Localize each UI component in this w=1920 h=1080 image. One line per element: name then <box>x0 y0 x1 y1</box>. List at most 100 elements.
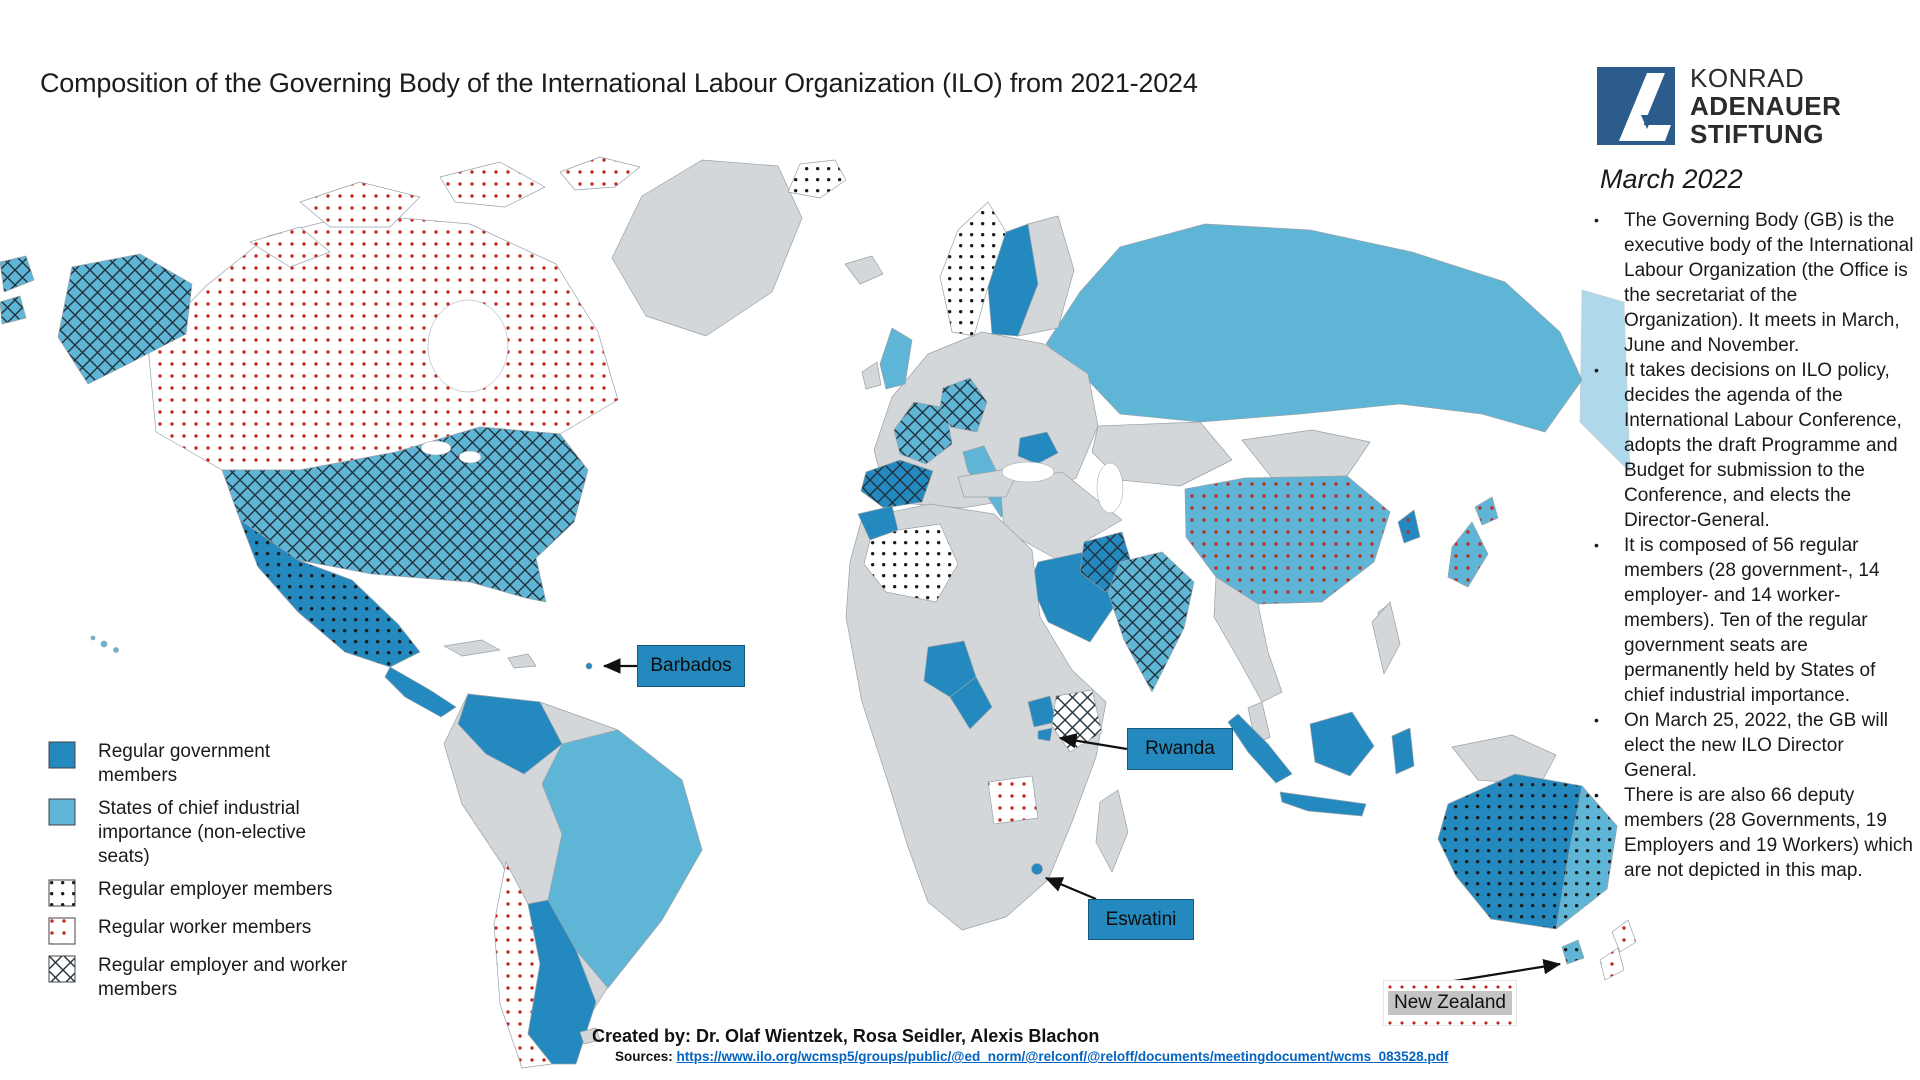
map-region-korea <box>1397 509 1421 544</box>
legend-label: States of chief industrial importance (n… <box>98 798 307 867</box>
map-region-hawaii <box>113 647 119 653</box>
legend-item: Regular government members <box>48 740 378 788</box>
bullet-dot: • <box>1594 212 1599 228</box>
map-region-barbados-pt <box>585 662 593 670</box>
bullet-item: • On March 25, 2022, the GB will elect t… <box>1588 708 1914 783</box>
map-region-canada <box>299 181 421 228</box>
map-region-hawaii <box>90 635 96 641</box>
callout-new-zealand: New Zealand <box>1383 980 1517 1026</box>
map-region-argentina <box>527 899 597 1065</box>
callout-new-zealand-text: New Zealand <box>1388 991 1512 1015</box>
callout-arrow-new-zealand <box>1447 959 1562 984</box>
bullet-dot: • <box>1594 712 1599 728</box>
kas-logo-line: STIFTUNG <box>1690 119 1824 149</box>
map-region-seasia <box>1213 576 1283 703</box>
legend-swatch-government <box>48 741 76 769</box>
map-region-australia-east <box>1555 785 1618 930</box>
map-region-canada <box>439 161 546 208</box>
map-region-indonesia <box>1279 791 1367 817</box>
map-region-finland <box>1017 215 1075 337</box>
map-region-indonesia <box>1309 711 1375 777</box>
legend: Regular government members States of chi… <box>48 740 378 1002</box>
map-region-russia <box>1045 223 1583 433</box>
map-region-tasmania <box>1561 939 1585 965</box>
map-region-falklands <box>579 1027 601 1045</box>
map-region-svalbard <box>787 159 847 199</box>
bullet-item: • There is are also 66 deputy members (2… <box>1588 783 1914 883</box>
map-region-philippines <box>1371 601 1401 675</box>
map-region-colombia <box>457 693 563 775</box>
legend-label: Regular worker members <box>98 917 312 938</box>
map-region-rwanda <box>1037 727 1053 742</box>
legend-label: Regular employer members <box>98 879 333 900</box>
map-region-eswatini <box>1031 863 1043 875</box>
bullet-text: There is are also 66 deputy members (28 … <box>1624 785 1913 881</box>
bullet-item: • The Governing Body (GB) is the executi… <box>1588 208 1914 358</box>
map-region-japan <box>1474 496 1499 526</box>
map-region-cuba <box>443 639 501 657</box>
map-region-nz <box>1599 947 1625 981</box>
map-region-romania <box>1017 431 1059 465</box>
map-region-russia-east <box>1579 289 1631 473</box>
map-region-india <box>1107 551 1195 693</box>
map-region-kazakhstan <box>1091 421 1233 487</box>
caspian-sea <box>1096 462 1124 514</box>
legend-swatch-employer <box>48 879 76 907</box>
map-region-alaska <box>57 253 193 385</box>
map-region-ireland <box>861 361 882 390</box>
info-bullets: • The Governing Body (GB) is the executi… <box>1588 208 1914 883</box>
map-region-central-america <box>384 666 457 718</box>
map-region-cameroon <box>949 676 993 730</box>
map-region-canada <box>559 156 641 191</box>
map-region-indonesia <box>1227 713 1293 784</box>
map-region-mongolia <box>1241 429 1371 479</box>
map-region-greenland <box>611 159 803 337</box>
great-lake <box>458 450 482 464</box>
kas-logo: KONRAD ADENAUER STIFTUNG <box>1597 64 1841 148</box>
bullet-text: On March 25, 2022, the GB will elect the… <box>1624 710 1889 781</box>
kas-logo-mark <box>1597 67 1675 145</box>
legend-label: Regular government members <box>98 741 271 786</box>
map-region-nz <box>1611 919 1637 953</box>
map-region-alaska <box>0 255 35 293</box>
bullet-dot: • <box>1594 362 1599 378</box>
legend-item: Regular employer and worker members <box>48 954 378 1002</box>
legend-item: States of chief industrial importance (n… <box>48 797 378 869</box>
map-region-france <box>893 401 953 465</box>
legend-swatch-chief-industrial <box>48 798 76 826</box>
bullet-text: It takes decisions on ILO policy, decide… <box>1624 360 1902 531</box>
map-region-brazil <box>541 729 703 989</box>
map-region-alaska <box>0 295 27 325</box>
map-region-germany <box>939 377 988 433</box>
kas-logo-line: ADENAUER <box>1690 91 1842 121</box>
source-link[interactable]: https://www.ilo.org/wcmsp5/groups/public… <box>676 1049 1449 1064</box>
map-region-iceland <box>844 255 884 285</box>
map-region-mexico <box>239 519 421 668</box>
map-region-japan <box>1447 521 1489 588</box>
bullet-item: • It takes decisions on ILO policy, deci… <box>1588 358 1914 533</box>
map-region-hawaii <box>100 640 108 648</box>
callout-barbados: Barbados <box>637 645 745 687</box>
black-sea <box>1001 461 1055 483</box>
map-region-newguinea <box>1451 734 1557 786</box>
map-region-spain <box>860 459 934 509</box>
sources-label: Sources: <box>615 1049 673 1064</box>
map-region-hispaniola <box>507 653 537 669</box>
callout-eswatini: Eswatini <box>1088 899 1194 940</box>
map-region-angola <box>987 775 1039 825</box>
bullet-dot: • <box>1594 537 1599 553</box>
bullet-text: The Governing Body (GB) is the executive… <box>1624 210 1914 356</box>
kas-logo-text: KONRAD ADENAUER STIFTUNG <box>1690 64 1841 148</box>
legend-item: Regular worker members <box>48 916 378 945</box>
legend-swatch-employer-worker <box>48 955 76 983</box>
map-region-madagascar <box>1095 789 1129 873</box>
bullet-dot: • <box>1594 787 1599 803</box>
legend-label: Regular employer and worker members <box>98 955 348 1000</box>
kas-logo-line: KONRAD <box>1690 63 1805 93</box>
callout-arrows <box>602 658 1562 984</box>
bullet-item: • It is composed of 56 regular members (… <box>1588 533 1914 708</box>
map-region-norway <box>939 201 1007 337</box>
credits-created-by: Created by: Dr. Olaf Wientzek, Rosa Seid… <box>592 1026 1100 1046</box>
